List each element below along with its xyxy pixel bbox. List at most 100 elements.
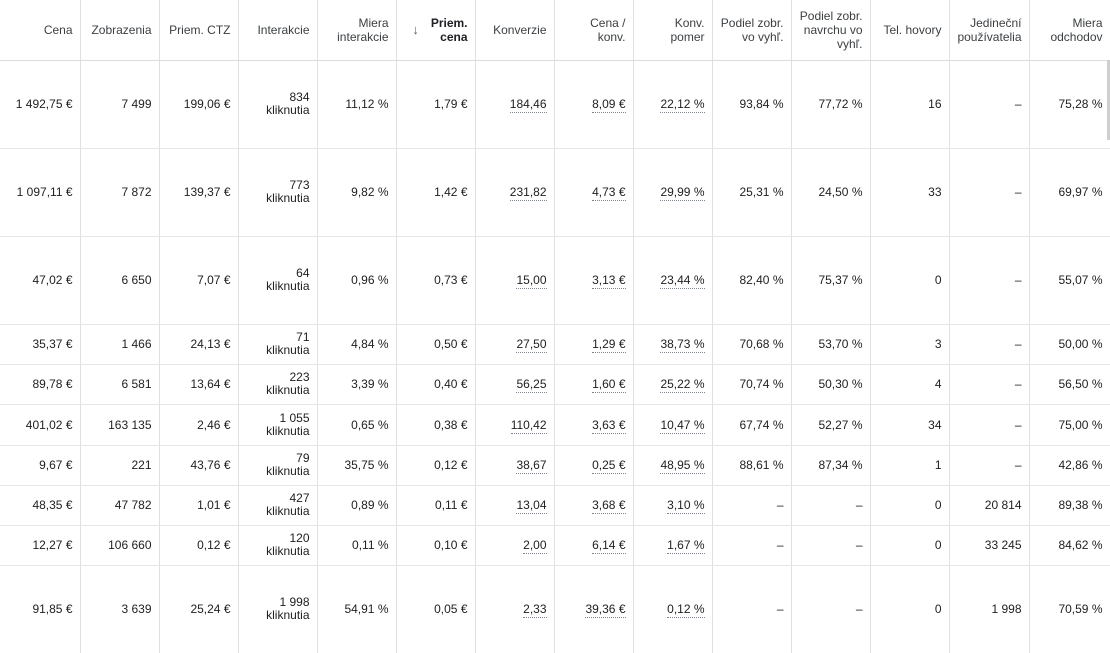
vertical-scrollbar[interactable] [1107, 60, 1110, 140]
cell-value: 3 639 [121, 602, 152, 617]
cell-value: 25,31 % [739, 185, 784, 199]
table-row[interactable]: 401,02 € 163 135 2,46 € 1 055 kliknutia 0,65 … [0, 404, 1110, 446]
cell-value[interactable]: 3,68 € [592, 498, 626, 514]
table-row[interactable]: 35,37 € 1 466 24,13 € 71 kliknutia 4,84 % 0,50… [0, 324, 1110, 365]
cell-value[interactable]: 22,12 % [660, 97, 705, 113]
table-row[interactable]: 89,78 € 6 581 13,64 € 223 kliknutia 3,39 % 0,4… [0, 364, 1110, 405]
cell-value[interactable]: 2,33 [523, 602, 547, 619]
cell-konverzie: 27,50 [475, 324, 555, 365]
cell-value[interactable]: 25,22 % [660, 377, 705, 393]
column-header-tel-hovory[interactable]: Tel. hovory [870, 0, 950, 61]
cell-value[interactable]: 13,04 [516, 498, 547, 514]
table-row[interactable]: 1 097,11 € 7 872 139,37 € 773 kliknutia 9,82 … [0, 148, 1110, 237]
cell-value[interactable]: 3,10 % [667, 498, 705, 514]
cell-zobrazenia: 106 660 [80, 525, 160, 566]
cell-value[interactable]: 1,67 % [667, 538, 705, 554]
cell-value: 0,73 € [434, 273, 468, 287]
column-header-podiel-navrchu[interactable]: Podiel zobr. navrchu vo vyhľ. [791, 0, 871, 61]
cell-cena: 91,85 € [0, 565, 81, 653]
cell-value: 77,72 % [818, 97, 863, 111]
cell-value[interactable]: 29,99 % [660, 185, 705, 201]
table-row[interactable]: 91,85 €3 639 25,24 €1 998 kliknutia 54,91 %… [0, 565, 1110, 653]
cell-podiel-navrchu: 52,27 % [791, 404, 871, 446]
cell-priem-cena: 0,11 € [396, 485, 476, 526]
cell-priem-cena: 0,38 € [396, 404, 476, 446]
cell-value[interactable]: 38,67 [516, 458, 547, 474]
cell-zobrazenia: 7 872 [80, 148, 160, 237]
cell-value: – [1014, 458, 1022, 472]
cell-konv-pomer: 22,12 % [633, 60, 713, 149]
table-row[interactable]: 47,02 € 6 650 7,07 € 64 kliknutia 0,96 % 0,73 … [0, 236, 1110, 325]
interactions-unit: kliknutia [266, 504, 310, 518]
cell-value: 55,07 % [1058, 273, 1103, 287]
column-header-cena[interactable]: Cena [0, 0, 81, 61]
cell-podiel-zobr: 25,31 % [712, 148, 792, 237]
cell-value: 1 998 [991, 602, 1022, 617]
cell-value[interactable]: 48,95 % [660, 458, 705, 474]
cell-value[interactable]: 56,25 [516, 377, 547, 393]
cell-zobrazenia: 3 639 [80, 565, 160, 653]
cell-cena: 48,35 € [0, 485, 81, 526]
cell-value[interactable]: 15,00 [516, 273, 547, 289]
interactions-value: 71 kliknutia [246, 330, 310, 357]
cell-konverzie: 13,04 [475, 485, 555, 526]
cell-priem-cena: 0,05 € [396, 565, 476, 653]
table-row[interactable]: 12,27 € 106 660 0,12 € 120 kliknutia 0,11 % 0,… [0, 525, 1110, 566]
cell-cena: 401,02 € [0, 404, 81, 446]
cell-value[interactable]: 39,36 € [585, 602, 626, 619]
interactions-value: 834 kliknutia [246, 91, 309, 117]
table-row[interactable]: 48,35 € 47 782 1,01 € 427 kliknutia 0,89 % 0,1… [0, 485, 1110, 526]
cell-value[interactable]: 184,46 [509, 97, 547, 113]
cell-value[interactable]: 3,13 € [592, 273, 626, 289]
header-label-line1: Priem. [430, 15, 468, 30]
cell-value: 0,96 % [351, 273, 389, 287]
column-header-miera-odchodov[interactable]: Miera odchodov [1029, 0, 1110, 61]
column-header-zobrazenia[interactable]: Zobrazenia [80, 0, 160, 61]
column-header-interakcie[interactable]: Interakcie [238, 0, 318, 61]
cell-konv-pomer: 23,44 % [633, 236, 713, 325]
cell-value[interactable]: 0,12 % [667, 602, 705, 619]
interactions-count: 1 998 [279, 595, 310, 610]
cell-priem-ctz: 199,06 € [159, 60, 239, 149]
interactions-count: 71 [296, 330, 310, 344]
cell-value: 20 814 [984, 498, 1022, 512]
cell-value[interactable]: 4,73 € [592, 185, 626, 201]
header-label: Tel. hovory [883, 22, 942, 37]
cell-value[interactable]: 10,47 % [660, 417, 705, 434]
cell-value[interactable]: 110,42 [510, 417, 547, 434]
cell-value[interactable]: 1,29 € [592, 337, 626, 353]
interactions-value: 223 kliknutia [246, 371, 309, 397]
cell-value[interactable]: 2,00 [523, 538, 547, 554]
cell-zobrazenia: 47 782 [80, 485, 160, 526]
cell-value: 0,40 € [434, 377, 468, 391]
cell-value: 163 135 [108, 417, 152, 432]
column-header-cena-konv[interactable]: Cena / konv. [554, 0, 634, 61]
cell-value: 82,40 % [739, 273, 784, 287]
cell-value: 0 [934, 602, 942, 617]
cell-miera-odchodov: 75,28 % [1029, 60, 1110, 149]
cell-jedinecni: – [949, 148, 1030, 237]
cell-value[interactable]: 8,09 € [592, 97, 626, 113]
table-row[interactable]: 1 492,75 € 7 499 199,06 € 834 kliknutia 11,12… [0, 60, 1110, 149]
cell-value: 9,82 % [351, 185, 389, 199]
table-row[interactable]: 9,67 € 221 43,76 € 79 kliknutia 35,75 % 0,12 €… [0, 445, 1110, 486]
column-header-priem-cena[interactable]: ↓ Priem. cena [396, 0, 476, 61]
interactions-count: 773 [289, 178, 310, 192]
column-header-podiel-zobr[interactable]: Podiel zobr. vo vyhľ. [712, 0, 792, 61]
cell-value[interactable]: 1,60 € [592, 377, 626, 393]
column-header-jedinecni[interactable]: Jedineční používatelia [949, 0, 1030, 61]
cell-value[interactable]: 6,14 € [592, 538, 626, 554]
cell-value: 6 581 [121, 377, 152, 391]
cell-value[interactable]: 3,63 € [592, 417, 626, 434]
cell-priem-cena: 0,12 € [396, 445, 476, 486]
cell-value[interactable]: 231,82 [509, 185, 547, 201]
cell-value[interactable]: 23,44 % [660, 273, 705, 289]
column-header-konverzie[interactable]: Konverzie [475, 0, 555, 61]
column-header-priem-ctz[interactable]: Priem. CTZ [159, 0, 239, 61]
cell-value[interactable]: 0,25 € [592, 458, 626, 474]
column-header-konv-pomer[interactable]: Konv. pomer [633, 0, 713, 61]
cell-value: – [1014, 377, 1022, 391]
cell-value[interactable]: 27,50 [516, 337, 547, 353]
column-header-miera-interakcie[interactable]: Miera interakcie [317, 0, 397, 61]
cell-value[interactable]: 38,73 % [660, 337, 705, 353]
